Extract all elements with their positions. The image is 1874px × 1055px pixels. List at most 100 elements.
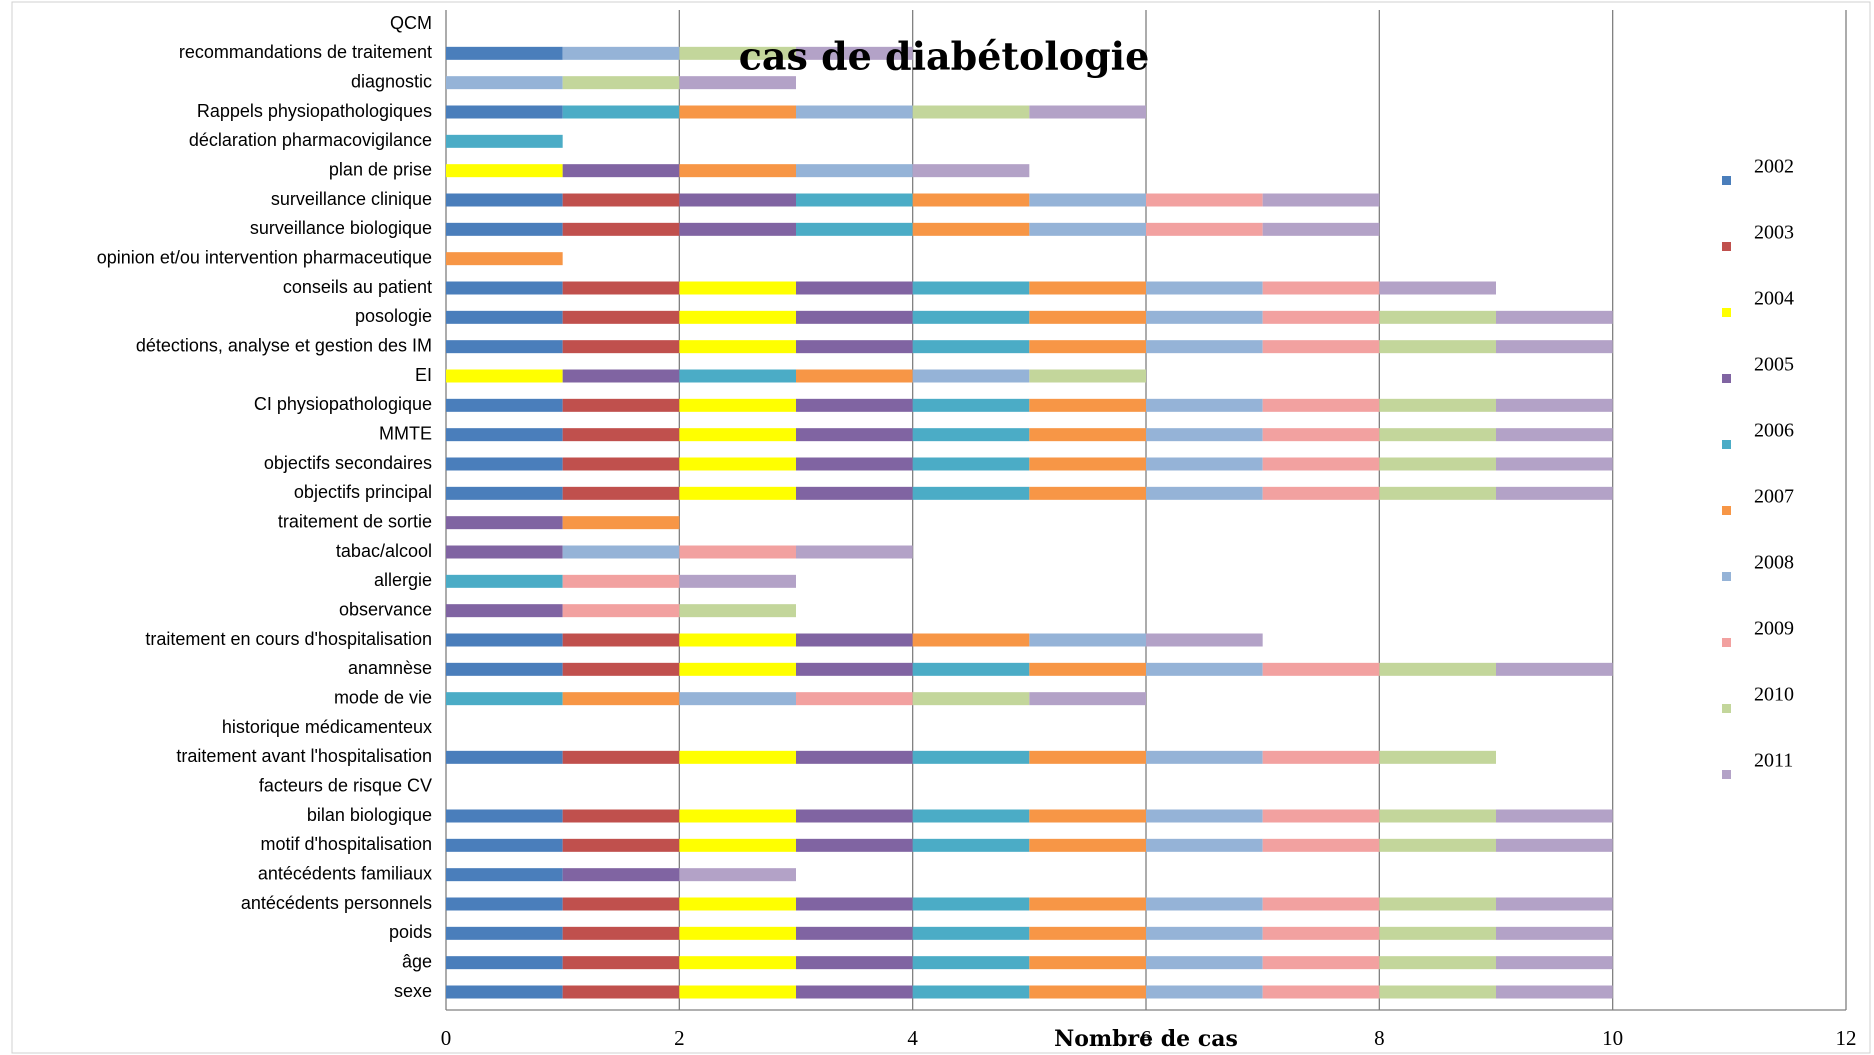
bar-segment <box>1496 897 1613 911</box>
bar-segment <box>679 604 796 618</box>
bar-segment <box>446 134 563 148</box>
bar-segment <box>912 897 1030 911</box>
bar-segment <box>1379 985 1496 999</box>
bar-segment <box>1262 985 1380 999</box>
bar-segment <box>446 662 563 676</box>
x-axis-label: Nombre de cas <box>1054 1026 1238 1052</box>
bar-segment <box>446 428 563 442</box>
bar-segment <box>679 662 796 676</box>
bar-segment <box>446 46 563 60</box>
bar-segment <box>1146 398 1263 412</box>
bar-segment <box>912 750 1030 764</box>
legend-label: 2002 <box>1754 156 1794 178</box>
bar-segment <box>1496 809 1613 823</box>
bar-segment <box>562 164 680 178</box>
bar-segment <box>562 398 680 412</box>
legend-label: 2010 <box>1754 684 1794 706</box>
bar-segment <box>1262 956 1380 970</box>
bar-segment <box>562 809 680 823</box>
bar-segment <box>446 340 563 354</box>
y-tick-label: diagnostic <box>351 71 432 91</box>
bar-segment <box>446 222 563 236</box>
bar-segment <box>1496 486 1613 500</box>
bar-segment <box>679 633 796 647</box>
bar-segment <box>1379 897 1496 911</box>
bar-segment <box>562 310 680 324</box>
bar-segment <box>446 868 563 882</box>
bar-segment <box>446 369 563 383</box>
bar-segment <box>912 838 1030 852</box>
bar-segment <box>912 956 1030 970</box>
bar-segment <box>912 457 1030 471</box>
bar-segment <box>562 545 680 559</box>
bar-segment <box>1262 750 1380 764</box>
bar-segment <box>679 545 796 559</box>
y-tick-label: anamnèse <box>348 658 432 678</box>
y-tick-label: objectifs principal <box>294 482 432 502</box>
bar-segment <box>1029 662 1146 676</box>
bar-segment <box>1262 193 1380 207</box>
y-tick-label: opinion et/ou intervention pharmaceutiqu… <box>97 247 432 267</box>
bar-segment <box>1029 105 1146 119</box>
bar-segment <box>1262 457 1380 471</box>
bar-segment <box>679 985 796 999</box>
bar-segment <box>1262 897 1380 911</box>
bar-segment <box>1146 809 1263 823</box>
bar-segment <box>1029 633 1146 647</box>
bar-segment <box>1029 281 1146 295</box>
bar-segment <box>1029 750 1146 764</box>
bar-segment <box>562 222 680 236</box>
y-tick-label: détections, analyse et gestion des IM <box>136 335 432 355</box>
bar-segment <box>562 574 680 588</box>
legend-swatch <box>1722 242 1731 251</box>
bar-segment <box>1379 926 1496 940</box>
bar-segment <box>1146 750 1263 764</box>
y-tick-label: surveillance biologique <box>250 218 432 238</box>
y-tick-label: EI <box>415 365 432 385</box>
bar-segment <box>446 310 563 324</box>
bar-segment <box>1029 340 1146 354</box>
bar-segment <box>1146 310 1263 324</box>
bar-segment <box>796 662 913 676</box>
bar-segment <box>1262 809 1380 823</box>
bar-segment <box>446 897 563 911</box>
bar-segment <box>1029 809 1146 823</box>
bar-segment <box>1146 281 1263 295</box>
y-tick-label: Rappels physiopathologiques <box>197 101 432 121</box>
bar-segment <box>796 457 913 471</box>
bar-segment <box>1496 662 1613 676</box>
bar-segment <box>679 486 796 500</box>
bar-segment <box>912 692 1030 706</box>
y-tick-label: QCM <box>390 13 432 33</box>
bar-segment <box>446 956 563 970</box>
bar-segment <box>562 516 680 530</box>
bar-segment <box>562 486 680 500</box>
bar-segment <box>796 46 913 60</box>
x-tick-label: 2 <box>674 1026 685 1050</box>
bar-segment <box>679 398 796 412</box>
bar-segment <box>1146 428 1263 442</box>
bar-segment <box>446 486 563 500</box>
bar-segment <box>1029 926 1146 940</box>
bar-segment <box>912 486 1030 500</box>
bar-segment <box>1262 486 1380 500</box>
bar-segment <box>1029 897 1146 911</box>
bar-segment <box>679 46 796 60</box>
bar-segment <box>1496 956 1613 970</box>
legend-label: 2011 <box>1754 750 1793 772</box>
chart-frame <box>11 1 1871 1054</box>
bar-segment <box>1146 457 1263 471</box>
bar-segment <box>1146 838 1263 852</box>
bar-segment <box>1029 956 1146 970</box>
bar-segment <box>1262 838 1380 852</box>
legend-swatch <box>1722 506 1731 515</box>
bar-segment <box>1379 340 1496 354</box>
y-tick-label: recommandations de traitement <box>179 42 432 62</box>
bar-segment <box>796 545 913 559</box>
bar-segment <box>679 574 796 588</box>
bar-segment <box>1262 398 1380 412</box>
bar-segment <box>679 457 796 471</box>
y-tick-label: antécédents familiaux <box>258 863 432 883</box>
bar-segment <box>1146 956 1263 970</box>
bar-segment <box>446 193 563 207</box>
